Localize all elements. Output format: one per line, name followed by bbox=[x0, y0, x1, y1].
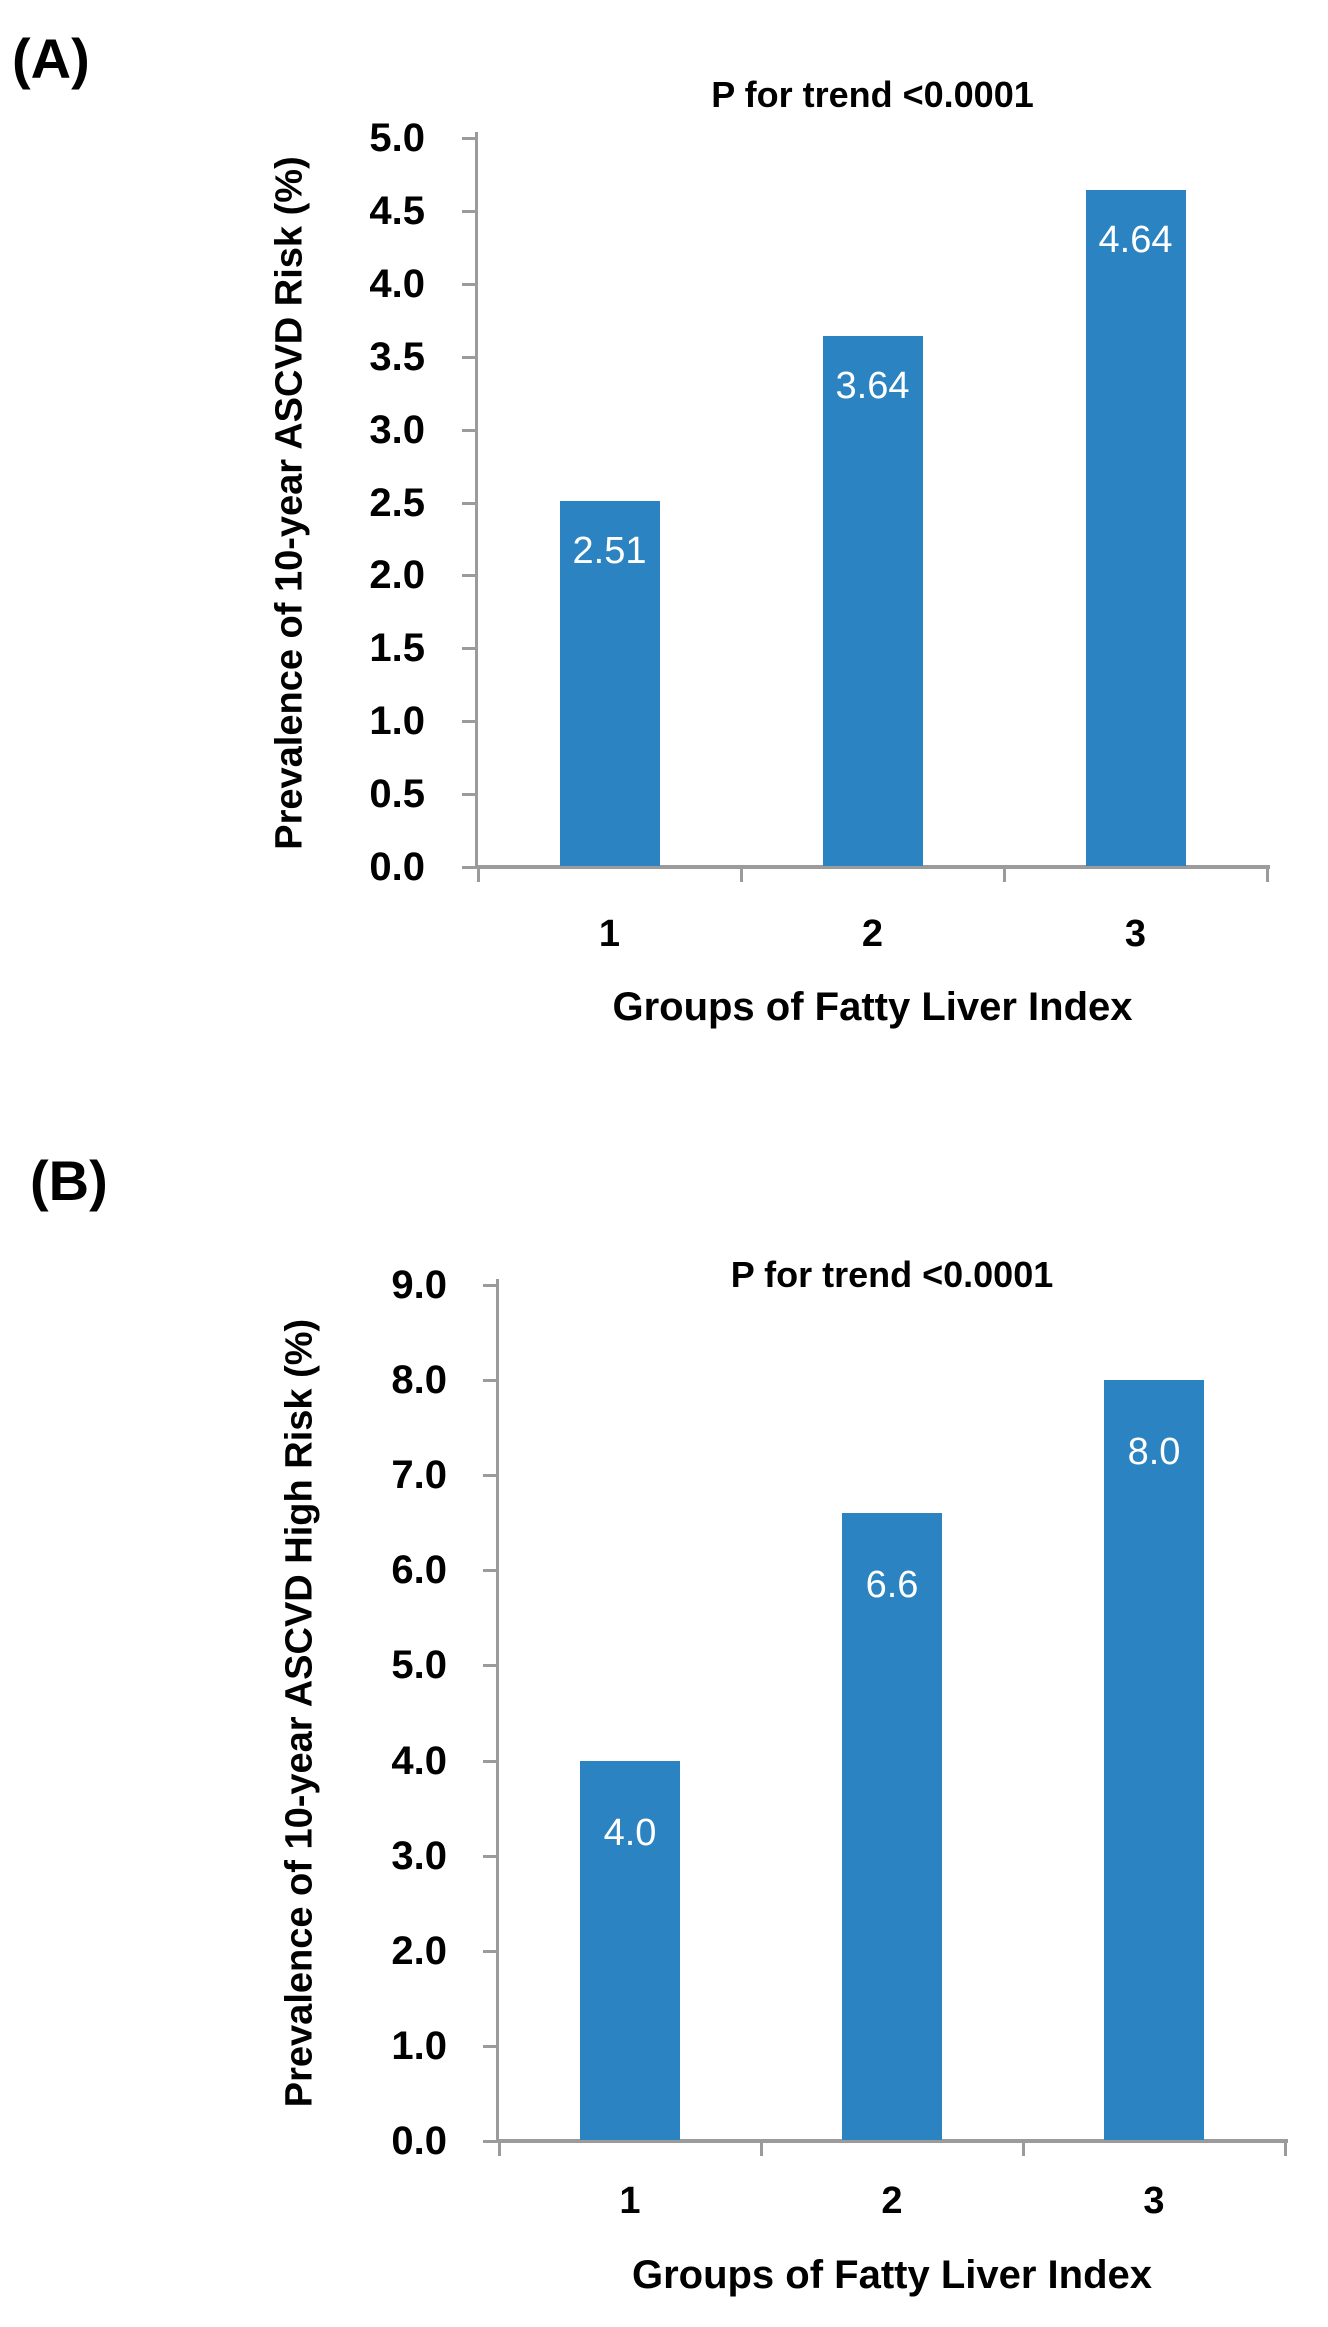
panel-b-y-axis-title: Prevalence of 10-year ASCVD High Risk (%… bbox=[278, 1318, 321, 2108]
x-tick-mark bbox=[498, 2143, 501, 2156]
y-tick-mark bbox=[462, 866, 475, 869]
y-tick-mark bbox=[462, 574, 475, 577]
y-tick-mark bbox=[483, 1379, 496, 1382]
panel-a-x-axis-title: Groups of Fatty Liver Index bbox=[612, 985, 1133, 1029]
x-tick-mark bbox=[760, 2143, 763, 2156]
x-category-label: 1 bbox=[598, 913, 621, 955]
y-axis-line bbox=[496, 1279, 499, 2143]
y-tick-label: 7.0 bbox=[391, 1453, 447, 1497]
y-tick-mark bbox=[483, 1760, 496, 1763]
y-tick-label: 2.5 bbox=[369, 481, 425, 525]
bar-value-label: 4.64 bbox=[1098, 219, 1173, 261]
bar: 6.6 bbox=[842, 1513, 942, 2140]
x-tick-mark bbox=[740, 869, 743, 882]
y-tick-mark bbox=[483, 2045, 496, 2048]
y-tick-mark bbox=[462, 137, 475, 140]
bar: 4.64 bbox=[1085, 190, 1186, 866]
y-tick-mark bbox=[483, 1569, 496, 1572]
x-tick-mark bbox=[1003, 869, 1006, 882]
x-category-label: 3 bbox=[1143, 2180, 1165, 2222]
bar: 2.51 bbox=[559, 501, 660, 866]
bar-value-label: 4.0 bbox=[603, 1812, 657, 1854]
bar: 4.0 bbox=[580, 1761, 680, 2140]
y-tick-label: 8.0 bbox=[391, 1358, 447, 1402]
y-tick-mark bbox=[483, 1664, 496, 1667]
bar: 8.0 bbox=[1104, 1380, 1204, 2140]
y-tick-mark bbox=[462, 356, 475, 359]
y-tick-mark bbox=[462, 793, 475, 796]
bar-value-label: 3.64 bbox=[835, 365, 910, 407]
panel-b-x-axis-title: Groups of Fatty Liver Index bbox=[631, 2253, 1153, 2297]
bar-value-label: 8.0 bbox=[1127, 1431, 1181, 1473]
x-category-label: 2 bbox=[861, 913, 884, 955]
bar: 3.64 bbox=[822, 336, 923, 866]
x-tick-mark bbox=[1266, 869, 1269, 882]
y-tick-label: 4.0 bbox=[369, 262, 425, 306]
y-tick-label: 3.5 bbox=[369, 335, 425, 379]
y-tick-label: 0.5 bbox=[369, 772, 425, 816]
panel-b-chart-title: P for trend <0.0001 bbox=[730, 1254, 1054, 1295]
x-tick-mark bbox=[477, 869, 480, 882]
y-tick-label: 2.0 bbox=[369, 553, 425, 597]
y-tick-label: 9.0 bbox=[391, 1263, 447, 1307]
y-tick-mark bbox=[462, 210, 475, 213]
y-tick-label: 1.0 bbox=[391, 2024, 447, 2068]
panel-b-label: (B) bbox=[30, 1149, 108, 1212]
y-axis-line bbox=[475, 132, 478, 869]
y-tick-label: 3.0 bbox=[369, 408, 425, 452]
y-tick-label: 4.0 bbox=[391, 1739, 447, 1783]
y-tick-mark bbox=[483, 1950, 496, 1953]
x-axis-line bbox=[496, 2139, 1288, 2143]
x-category-label: 3 bbox=[1124, 913, 1147, 955]
y-tick-label: 4.5 bbox=[369, 189, 425, 233]
y-tick-label: 6.0 bbox=[391, 1548, 447, 1592]
bar-value-label: 2.51 bbox=[572, 530, 647, 572]
y-tick-label: 0.0 bbox=[369, 845, 425, 889]
y-tick-label: 5.0 bbox=[391, 1643, 447, 1687]
x-category-label: 2 bbox=[881, 2180, 903, 2222]
panel-a-chart-title: P for trend <0.0001 bbox=[711, 74, 1034, 115]
y-tick-label: 2.0 bbox=[391, 1929, 447, 1973]
panel-a-label: (A) bbox=[12, 27, 90, 90]
y-tick-mark bbox=[462, 502, 475, 505]
x-tick-mark bbox=[1284, 2143, 1287, 2156]
y-tick-label: 5.0 bbox=[369, 116, 425, 160]
y-tick-mark bbox=[462, 720, 475, 723]
y-tick-mark bbox=[462, 429, 475, 432]
bar-value-label: 6.6 bbox=[865, 1564, 919, 1606]
y-tick-label: 0.0 bbox=[391, 2119, 447, 2163]
y-tick-label: 1.0 bbox=[369, 699, 425, 743]
y-tick-label: 1.5 bbox=[369, 626, 425, 670]
y-tick-mark bbox=[483, 2140, 496, 2143]
y-tick-mark bbox=[483, 1855, 496, 1858]
y-tick-mark bbox=[462, 647, 475, 650]
y-tick-mark bbox=[483, 1474, 496, 1477]
y-tick-mark bbox=[462, 283, 475, 286]
x-category-label: 1 bbox=[619, 2180, 641, 2222]
y-tick-label: 3.0 bbox=[391, 1834, 447, 1878]
y-tick-mark bbox=[483, 1284, 496, 1287]
x-tick-mark bbox=[1022, 2143, 1025, 2156]
x-axis-line bbox=[475, 865, 1270, 869]
